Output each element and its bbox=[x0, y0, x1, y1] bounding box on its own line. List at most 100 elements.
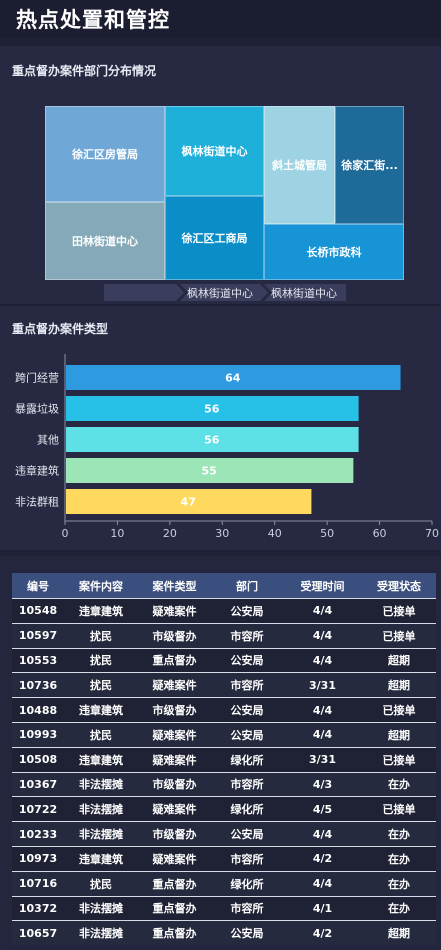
table-cell: 10657 bbox=[12, 920, 64, 946]
table-cell: 绿化所 bbox=[211, 746, 283, 773]
bar[interactable] bbox=[66, 365, 401, 390]
table-cell: 已接单 bbox=[362, 622, 436, 649]
treemap-cell[interactable]: 斜土城管局 bbox=[264, 106, 335, 224]
table-cell: 在办 bbox=[362, 771, 436, 797]
table-cell: 已接单 bbox=[362, 598, 436, 624]
table-cell: 10973 bbox=[12, 845, 64, 872]
breadcrumb-item[interactable] bbox=[180, 284, 268, 301]
table-row[interactable]: 10233 非法摆摊 市级督办 公安局 4/4 在办 bbox=[12, 821, 436, 847]
table-cell: 疑难案件 bbox=[138, 796, 211, 822]
column-header[interactable]: 案件内容 bbox=[64, 573, 138, 599]
table-cell: 非法摆摊 bbox=[64, 895, 138, 921]
table-row[interactable]: 10657 非法摆摊 重点督办 公安局 4/2 超期 bbox=[12, 920, 436, 946]
table-cell: 4/4 bbox=[283, 647, 362, 673]
bar-value-label: 47 bbox=[181, 496, 196, 509]
treemap-cell[interactable]: 徐汇区工商局 bbox=[165, 196, 264, 280]
table-cell: 4/4 bbox=[283, 821, 362, 847]
bar-chart-title: 重点督办案件类型 bbox=[12, 322, 109, 336]
table-cell: 3/31 bbox=[283, 746, 362, 773]
table-cell: 10548 bbox=[12, 598, 64, 624]
table-row[interactable]: 10716 扰民 重点督办 绿化所 4/4 在办 bbox=[12, 870, 436, 897]
table-cell: 在办 bbox=[362, 821, 436, 847]
treemap-cell-label: 长桥市政科 bbox=[306, 246, 362, 259]
table-cell: 市容所 bbox=[211, 771, 283, 797]
treemap-cell[interactable]: 徐家汇街... bbox=[335, 106, 404, 224]
table-cell: 4/5 bbox=[283, 796, 362, 822]
table-cell: 公安局 bbox=[211, 598, 283, 624]
table-cell: 疑难案件 bbox=[138, 845, 211, 872]
table-row[interactable]: 10736 扰民 疑难案件 市容所 3/31 超期 bbox=[12, 672, 436, 698]
table-cell: 非法摆摊 bbox=[64, 796, 138, 822]
bar[interactable] bbox=[66, 458, 354, 483]
y-tick-label: 暴露垃圾 bbox=[15, 402, 59, 416]
table-cell: 扰民 bbox=[64, 647, 138, 673]
bar-value-label: 56 bbox=[204, 434, 220, 447]
table-cell: 公安局 bbox=[211, 647, 283, 673]
breadcrumb-item[interactable] bbox=[264, 284, 346, 301]
bar-chart: 0 10 20 30 40 50 60 70 跨门经营 64 暴露垃圾 56 其他 56 违章建筑 55 非法群… bbox=[15, 354, 439, 540]
table-cell: 重点督办 bbox=[138, 647, 211, 673]
table-row[interactable]: 10367 非法摆摊 市级督办 市容所 4/3 在办 bbox=[12, 771, 436, 797]
treemap-cell[interactable]: 徐汇区房管局 bbox=[45, 106, 165, 202]
table-cell: 超期 bbox=[362, 721, 436, 748]
x-tick-label: 30 bbox=[215, 527, 229, 540]
table-cell: 4/4 bbox=[283, 622, 362, 649]
table-cell: 市级督办 bbox=[138, 622, 211, 649]
bar[interactable] bbox=[66, 427, 359, 452]
page-title: 热点处置和管控 bbox=[16, 8, 170, 32]
treemap-cell[interactable]: 长桥市政科 bbox=[264, 224, 404, 280]
table-row[interactable]: 10973 违章建筑 疑难案件 市容所 4/2 在办 bbox=[12, 845, 436, 872]
breadcrumb-label[interactable]: 枫林街道中心 bbox=[271, 286, 337, 300]
breadcrumb bbox=[104, 284, 346, 301]
treemap-cell-label: 枫林街道中心 bbox=[181, 145, 248, 158]
table-cell: 4/2 bbox=[283, 845, 362, 872]
table-header-row: 编号 案件内容 案件类型 部门 受理时间 受理状态 bbox=[12, 573, 436, 599]
table-row[interactable]: 10372 非法摆摊 重点督办 市容所 4/1 在办 bbox=[12, 895, 436, 921]
table-cell: 扰民 bbox=[64, 622, 138, 649]
table-row[interactable]: 10508 违章建筑 疑难案件 绿化所 3/31 已接单 bbox=[12, 746, 436, 773]
column-header[interactable]: 受理状态 bbox=[362, 573, 436, 599]
table-cell: 市级督办 bbox=[138, 697, 211, 723]
table-cell: 10372 bbox=[12, 895, 64, 921]
table-cell: 绿化所 bbox=[211, 870, 283, 897]
table-cell: 公安局 bbox=[211, 721, 283, 748]
table-row[interactable]: 10597 扰民 市级督办 市容所 4/4 已接单 bbox=[12, 622, 436, 649]
bar[interactable] bbox=[66, 396, 359, 421]
breadcrumb-item[interactable] bbox=[104, 284, 184, 301]
table-row[interactable]: 10553 扰民 重点督办 公安局 4/4 超期 bbox=[12, 647, 436, 673]
column-header[interactable]: 受理时间 bbox=[283, 573, 362, 599]
table-cell: 重点督办 bbox=[138, 870, 211, 897]
treemap-cell-label: 徐汇区工商局 bbox=[181, 232, 248, 245]
table-cell: 市容所 bbox=[211, 672, 283, 698]
table-cell: 已接单 bbox=[362, 697, 436, 723]
table-row[interactable]: 10488 违章建筑 市级督办 公安局 4/4 已接单 bbox=[12, 697, 436, 723]
table-row[interactable]: 10993 扰民 疑难案件 公安局 4/4 超期 bbox=[12, 721, 436, 748]
table-cell: 3/31 bbox=[283, 672, 362, 698]
breadcrumb-label[interactable]: 枫林街道中心 bbox=[187, 286, 253, 300]
table-row[interactable]: 10548 违章建筑 疑难案件 公安局 4/4 已接单 bbox=[12, 598, 436, 624]
bar[interactable] bbox=[66, 489, 312, 514]
table-cell: 在办 bbox=[362, 870, 436, 897]
table-row[interactable]: 10722 非法摆摊 疑难案件 绿化所 4/5 已接单 bbox=[12, 796, 436, 822]
table-cell: 10722 bbox=[12, 796, 64, 822]
table-cell: 疑难案件 bbox=[138, 746, 211, 773]
table-cell: 非法摆摊 bbox=[64, 771, 138, 797]
treemap-cell[interactable]: 田林街道中心 bbox=[45, 202, 165, 280]
column-header[interactable]: 编号 bbox=[12, 573, 64, 599]
table-cell: 公安局 bbox=[211, 821, 283, 847]
table-cell: 超期 bbox=[362, 920, 436, 946]
table-cell: 市容所 bbox=[211, 895, 283, 921]
table-cell: 绿化所 bbox=[211, 796, 283, 822]
table-cell: 10508 bbox=[12, 746, 64, 773]
column-header[interactable]: 案件类型 bbox=[138, 573, 211, 599]
y-tick-label: 违章建筑 bbox=[15, 464, 59, 478]
table-cell: 非法摆摊 bbox=[64, 920, 138, 946]
column-header[interactable]: 部门 bbox=[211, 573, 283, 599]
table-cell: 4/4 bbox=[283, 870, 362, 897]
treemap-title: 重点督办案件部门分布情况 bbox=[12, 64, 157, 78]
table-cell: 4/4 bbox=[283, 697, 362, 723]
table-cell: 扰民 bbox=[64, 672, 138, 698]
treemap-cell[interactable]: 枫林街道中心 bbox=[165, 106, 264, 196]
table-cell: 4/1 bbox=[283, 895, 362, 921]
table-cell: 违章建筑 bbox=[64, 746, 138, 773]
